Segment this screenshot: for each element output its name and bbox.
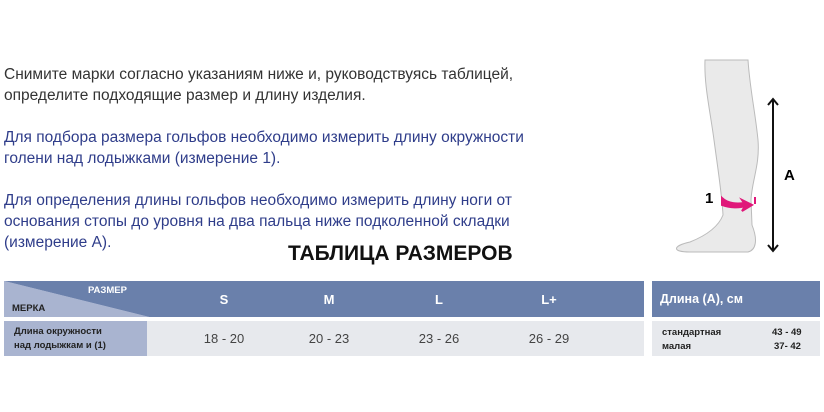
row-label: Длина окружности над лодыжкам и (1) [4,321,147,356]
size-s: S [219,291,229,307]
length-standard-value: 43 - 49 [772,327,802,338]
length-header: Длина (А), см [652,281,820,317]
length-short-value: 37- 42 [774,341,801,352]
size-lplus: L+ [541,291,557,307]
label-a: A [784,167,795,184]
leg-illustration [676,59,759,253]
length-standard-label: стандартная [662,327,722,338]
length-short-label: малая [662,341,692,352]
intro-text: Снимите марки согласно указаниям ниже и,… [4,66,514,104]
value-m: 20 - 23 [308,331,350,346]
length-header-label: Длина (А), см [660,292,744,306]
corner-cell [4,281,149,317]
size-m: M [323,291,335,307]
size-l: L [435,291,443,307]
label-1: 1 [705,190,713,207]
corner-size-label: РАЗМЕР [88,285,127,296]
table-title: ТАБЛИЦА РАЗМЕРОВ [288,242,513,265]
value-s: 18 - 20 [203,331,245,346]
size-note: Для подбора размера гольфов необходимо и… [4,129,524,167]
value-l: 23 - 26 [418,331,460,346]
length-note: Для определения длины гольфов необходимо… [4,192,512,251]
length-values: стандартная 43 - 49 малая 37- 42 [652,321,820,356]
table-row: Длина окружности над лодыжкам и (1) 18 - … [4,321,644,356]
corner-measure-label: МЕРКА [12,303,46,314]
value-lplus: 26 - 29 [528,331,570,346]
size-table-header: РАЗМЕР МЕРКА S M L L+ [4,281,644,317]
circumference-arrow-icon [721,195,756,212]
